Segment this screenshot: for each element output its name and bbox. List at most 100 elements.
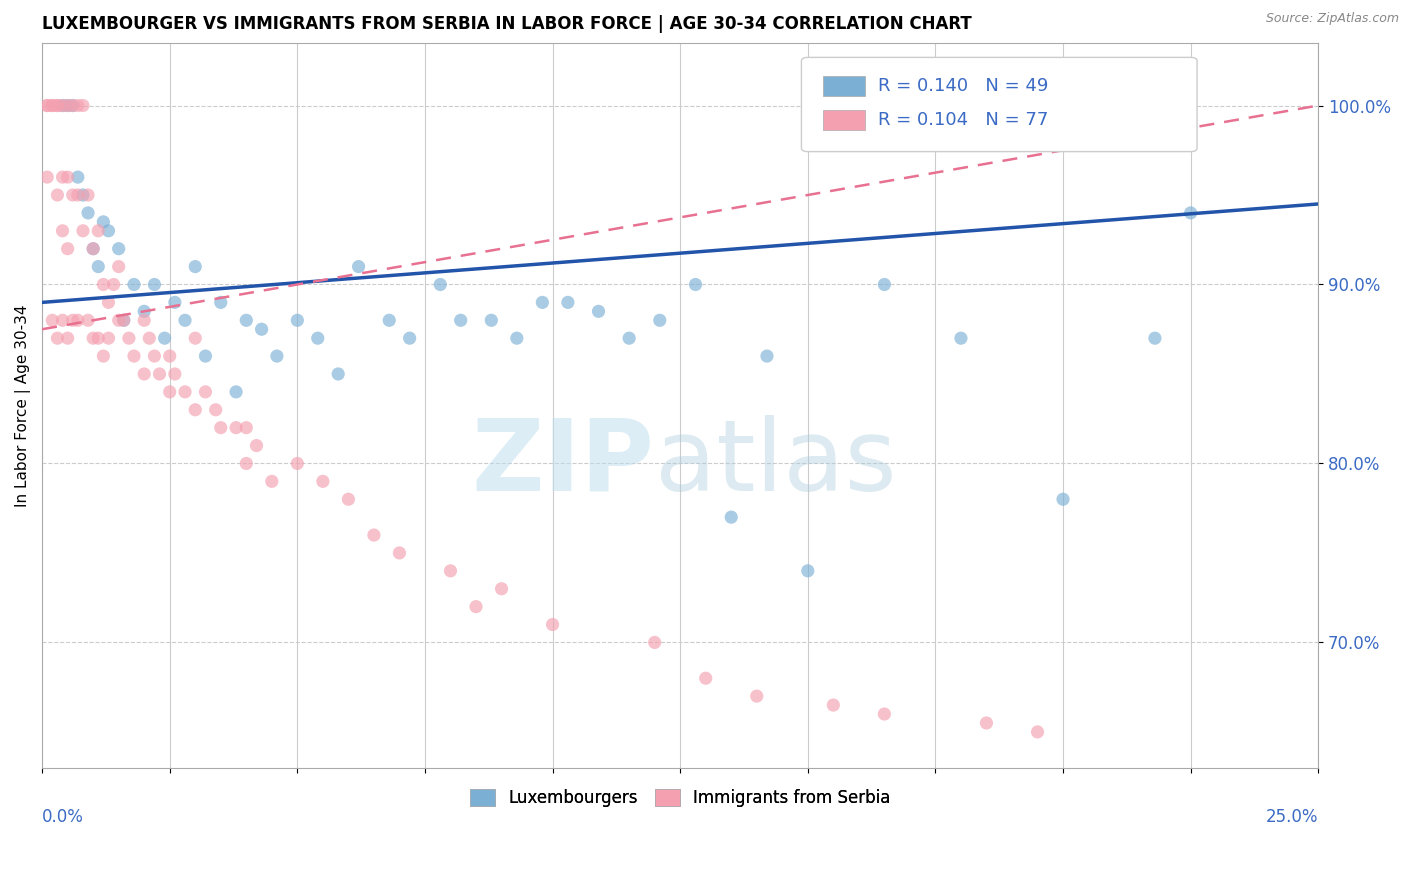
Point [51,98,73,112]
Point [260,475,283,489]
Point [62,188,84,202]
Point [37,170,59,185]
Point [378,313,401,327]
Y-axis label: In Labor Force | Age 30-34: In Labor Force | Age 30-34 [15,304,31,507]
Point [87,331,110,345]
Point [312,475,335,489]
Point [97,224,120,238]
Point [163,367,186,381]
Point [134,367,156,381]
FancyBboxPatch shape [823,110,865,130]
Point [112,313,135,327]
Point [695,671,717,685]
Point [245,439,267,453]
Point [153,331,176,345]
Point [56,170,79,185]
Point [204,402,226,417]
Point [112,313,135,327]
Point [56,98,79,112]
Point [429,277,451,292]
Point [194,384,217,399]
Point [491,582,513,596]
Point [163,295,186,310]
Point [41,313,63,327]
Point [648,313,671,327]
Point [439,564,461,578]
Point [235,420,257,434]
Point [82,242,104,256]
Point [62,98,84,112]
Point [46,188,69,202]
Point [307,331,329,345]
FancyBboxPatch shape [823,76,865,95]
Point [56,331,79,345]
Text: R = 0.140   N = 49: R = 0.140 N = 49 [877,77,1049,95]
Point [103,277,125,292]
Point [823,698,845,712]
Point [51,98,73,112]
Point [77,313,100,327]
Point [184,260,207,274]
Point [465,599,488,614]
Point [143,277,166,292]
Point [873,277,896,292]
Point [56,98,79,112]
Point [225,420,247,434]
Point [235,313,257,327]
Point [93,277,115,292]
Point [266,349,288,363]
Point [685,277,707,292]
Text: LUXEMBOURGER VS IMMIGRANTS FROM SERBIA IN LABOR FORCE | AGE 30-34 CORRELATION CH: LUXEMBOURGER VS IMMIGRANTS FROM SERBIA I… [42,15,972,33]
Point [873,706,896,721]
Point [122,277,145,292]
Point [531,295,554,310]
Point [1026,725,1049,739]
Text: ZIP: ZIP [472,415,655,512]
Point [398,331,420,345]
Point [541,617,564,632]
Point [51,224,73,238]
Point [51,170,73,185]
Point [46,331,69,345]
Point [209,295,232,310]
Point [209,420,232,434]
Point [41,98,63,112]
Point [479,313,502,327]
Point [77,206,100,220]
Point [97,295,120,310]
FancyBboxPatch shape [801,57,1197,152]
Point [72,98,94,112]
Point [174,313,197,327]
Point [93,349,115,363]
Point [122,349,145,363]
Point [159,349,181,363]
Point [93,215,115,229]
Point [1180,206,1202,220]
Point [756,349,779,363]
Point [347,260,370,274]
Point [225,384,247,399]
Point [506,331,529,345]
Point [134,313,156,327]
Point [720,510,742,524]
Point [66,188,89,202]
Point [184,331,207,345]
Point [388,546,411,560]
Point [797,564,820,578]
Point [1143,331,1166,345]
Point [107,242,129,256]
Point [97,331,120,345]
Point [285,457,308,471]
Point [450,313,472,327]
Point [1052,492,1074,507]
Point [143,349,166,363]
Point [77,188,100,202]
Text: atlas: atlas [655,415,896,512]
Point [82,331,104,345]
Point [976,715,998,730]
Point [37,98,59,112]
Point [107,313,129,327]
Text: Source: ZipAtlas.com: Source: ZipAtlas.com [1265,12,1399,25]
Point [46,98,69,112]
Point [949,331,972,345]
